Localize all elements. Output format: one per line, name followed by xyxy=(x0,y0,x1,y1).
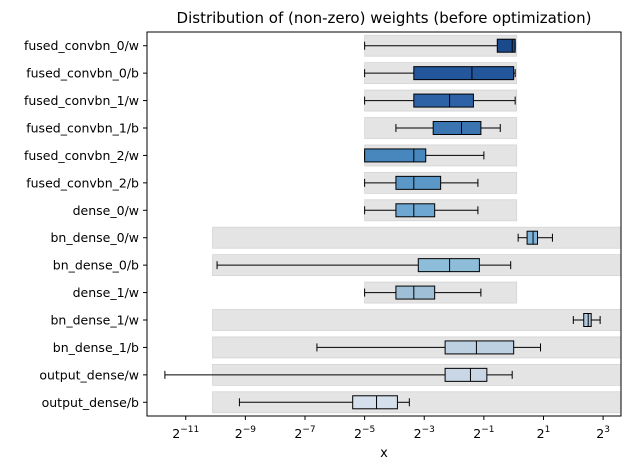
box-iqr xyxy=(413,66,515,81)
box-fused-convbn-2-w xyxy=(364,148,485,163)
box-iqr xyxy=(352,395,398,410)
x-tick-exponent: −11 xyxy=(180,425,199,435)
x-tick-label: 2−11 xyxy=(172,425,199,441)
x-tick-label: 2−3 xyxy=(414,425,435,441)
y-tick-label: dense_0/w xyxy=(73,203,139,218)
box-fused-convbn-0-w xyxy=(364,38,516,53)
x-tick-exponent: 1 xyxy=(545,425,551,435)
y-tick-label: fused_convbn_0/b xyxy=(26,66,139,81)
box-fused-convbn-1-b xyxy=(395,121,501,135)
y-tick-label: fused_convbn_2/b xyxy=(26,175,139,190)
box-fused-convbn-2-b xyxy=(364,175,479,190)
x-tick-base: 2 xyxy=(354,426,362,441)
box-iqr xyxy=(413,93,474,108)
box-iqr xyxy=(444,340,515,355)
y-tick-label: bn_dense_1/b xyxy=(53,340,139,355)
box-output-dense-b xyxy=(238,395,410,410)
x-tick-base: 2 xyxy=(414,426,422,441)
box-bn-dense-0-w xyxy=(517,230,553,245)
box-iqr xyxy=(444,367,488,382)
y-tick-label: dense_1/w xyxy=(73,285,139,300)
x-tick-label: 21 xyxy=(537,425,551,441)
box-iqr xyxy=(417,258,480,273)
x-tick-exponent: −9 xyxy=(243,425,257,435)
x-axis: 2−11 2−9 2−7 2−5 2−3 2−1 21 23 xyxy=(172,416,610,441)
box-iqr xyxy=(583,313,592,327)
y-tick-label: fused_convbn_1/b xyxy=(26,121,139,136)
x-tick-exponent: 3 xyxy=(604,425,610,435)
y-tick-label: fused_convbn_1/w xyxy=(24,93,139,108)
range-band xyxy=(212,309,622,331)
y-tick-label: output_dense/w xyxy=(39,367,139,382)
box-dense-0-w xyxy=(364,203,479,218)
box-series xyxy=(164,38,601,410)
box-iqr xyxy=(395,175,442,190)
y-tick-label: fused_convbn_0/w xyxy=(24,38,139,53)
box-iqr xyxy=(432,121,482,135)
x-tick-base: 2 xyxy=(473,426,481,441)
y-tick-label: output_dense/b xyxy=(42,395,139,410)
x-tick-exponent: −3 xyxy=(422,425,435,435)
range-bands xyxy=(212,34,622,414)
y-axis: fused_convbn_0/w fused_convbn_0/b fused_co… xyxy=(24,38,147,410)
x-tick-exponent: −1 xyxy=(481,425,494,435)
x-tick-exponent: −5 xyxy=(362,425,375,435)
range-band xyxy=(212,226,622,249)
x-tick-exponent: −7 xyxy=(302,425,315,435)
x-tick-label: 2−7 xyxy=(294,425,315,441)
box-fused-convbn-1-w xyxy=(364,93,516,108)
box-bn-dense-1-w xyxy=(572,313,601,327)
box-iqr xyxy=(526,230,539,245)
x-tick-base: 2 xyxy=(537,426,545,441)
box-bn-dense-0-b xyxy=(216,258,512,273)
y-tick-label: fused_convbn_2/w xyxy=(24,148,139,163)
x-tick-base: 2 xyxy=(235,426,243,441)
y-tick-label: bn_dense_1/w xyxy=(51,313,140,328)
x-axis-label: x xyxy=(380,446,388,461)
y-tick-label: bn_dense_0/b xyxy=(53,258,139,273)
y-tick-label: bn_dense_0/w xyxy=(51,230,140,245)
box-fused-convbn-0-b xyxy=(364,66,516,81)
x-tick-label: 2−1 xyxy=(473,425,494,441)
box-output-dense-w xyxy=(164,367,513,382)
box-iqr xyxy=(395,203,436,218)
x-tick-label: 23 xyxy=(596,425,610,441)
box-iqr xyxy=(496,38,516,53)
box-iqr xyxy=(395,285,436,300)
chart-title: Distribution of (non-zero) weights (befo… xyxy=(177,9,592,27)
plot-frame xyxy=(146,31,622,417)
box-dense-1-w xyxy=(364,285,482,300)
x-tick-base: 2 xyxy=(172,426,180,441)
x-tick-label: 2−5 xyxy=(354,425,375,441)
box-bn-dense-1-b xyxy=(316,340,542,355)
x-tick-base: 2 xyxy=(294,426,302,441)
box-iqr xyxy=(364,148,427,163)
x-tick-base: 2 xyxy=(596,426,604,441)
x-tick-label: 2−9 xyxy=(235,425,256,441)
